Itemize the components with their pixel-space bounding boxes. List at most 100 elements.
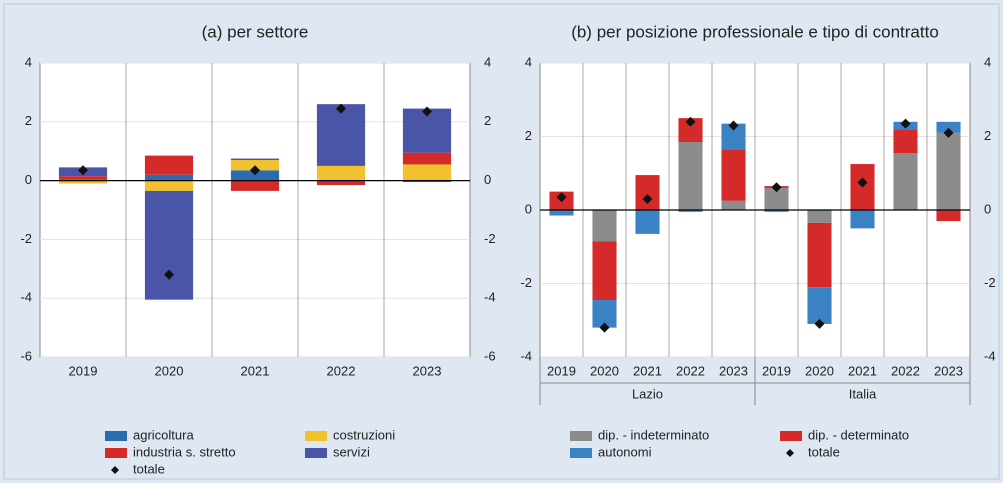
bar	[230, 160, 280, 171]
bar	[316, 104, 366, 166]
legend-marker	[111, 466, 119, 474]
x-tick-label: 2020	[155, 363, 184, 378]
legend-label: dip. - indeterminato	[598, 427, 709, 442]
total-marker	[250, 165, 260, 176]
y2-tick-label: -2	[484, 231, 496, 246]
bar	[402, 180, 452, 183]
legend-label: totale	[133, 461, 165, 476]
legend-label: totale	[808, 444, 840, 459]
y2-tick-label: 2	[484, 113, 491, 128]
x-tick-label: 2023	[413, 363, 442, 378]
y2-tick-label: 4	[484, 54, 491, 69]
chart-title: (b) per posizione professionale e tipo d…	[571, 22, 939, 41]
y2-tick-label: 4	[984, 54, 991, 69]
total-marker	[900, 118, 911, 129]
legend-swatch	[780, 431, 802, 441]
bar	[144, 180, 194, 191]
x-tick-label: 2021	[241, 363, 270, 378]
x-tick-label: 2019	[547, 363, 576, 378]
bar	[402, 152, 452, 165]
bar	[678, 210, 703, 212]
total-marker	[556, 192, 567, 203]
legend-label: autonomi	[598, 444, 652, 459]
x-tick-label: 2021	[848, 363, 877, 378]
bar	[807, 287, 832, 324]
x-tick-label: 2023	[719, 363, 748, 378]
legend-swatch	[570, 448, 592, 458]
bar	[893, 153, 918, 210]
total-marker	[78, 165, 88, 176]
bar	[807, 210, 832, 223]
total-marker	[771, 182, 782, 193]
legend-label: servizi	[333, 444, 370, 459]
bar	[144, 155, 194, 175]
x-tick-label: 2023	[934, 363, 963, 378]
bar	[721, 149, 746, 201]
y-tick-label: -4	[20, 290, 32, 305]
bar	[592, 241, 617, 301]
y-tick-label: 0	[525, 201, 532, 216]
bar	[230, 158, 280, 161]
x-tick-label: 2021	[633, 363, 662, 378]
y2-tick-label: -6	[484, 348, 496, 363]
bar	[58, 180, 108, 184]
y-tick-label: 2	[25, 113, 32, 128]
bar	[936, 121, 961, 133]
y2-tick-label: 2	[984, 128, 991, 143]
y-tick-label: -2	[20, 231, 32, 246]
bar	[402, 164, 452, 181]
legend-swatch	[305, 431, 327, 441]
legend-label: agricoltura	[133, 427, 194, 442]
y-tick-label: -2	[520, 275, 532, 290]
bar	[230, 170, 280, 181]
total-marker	[943, 127, 954, 138]
y2-tick-label: 0	[984, 201, 991, 216]
group-label: Italia	[849, 386, 877, 401]
legend-label: dip. - determinato	[808, 427, 909, 442]
bar	[58, 176, 108, 180]
bar	[316, 180, 366, 186]
bar	[635, 175, 660, 210]
x-tick-label: 2022	[676, 363, 705, 378]
legend-label: industria s. stretto	[133, 444, 236, 459]
total-marker	[336, 103, 346, 114]
y-tick-label: 4	[25, 54, 32, 69]
total-marker	[164, 269, 174, 280]
total-marker	[422, 106, 432, 117]
y-tick-label: 4	[525, 54, 532, 69]
y-tick-label: 0	[25, 172, 32, 187]
y2-tick-label: -2	[984, 275, 996, 290]
group-label: Lazio	[632, 386, 663, 401]
bar	[316, 165, 366, 181]
chart-title: (a) per settore	[202, 22, 309, 41]
total-marker	[685, 116, 696, 127]
total-marker	[642, 193, 653, 204]
bar	[678, 118, 703, 143]
legend-swatch	[105, 448, 127, 458]
y-tick-label: -6	[20, 348, 32, 363]
total-marker	[599, 322, 610, 333]
bar	[58, 179, 108, 181]
bar	[144, 174, 194, 181]
legend-swatch	[570, 431, 592, 441]
bar	[807, 222, 832, 288]
frame	[3, 3, 1000, 480]
y2-tick-label: -4	[484, 290, 496, 305]
bar	[893, 129, 918, 154]
y2-tick-label: -4	[984, 348, 996, 363]
bar	[230, 180, 280, 191]
bar	[936, 210, 961, 222]
bar	[936, 132, 961, 210]
bar	[592, 210, 617, 242]
x-tick-label: 2020	[590, 363, 619, 378]
bar	[144, 190, 194, 300]
legend-marker	[786, 449, 794, 457]
x-tick-label: 2020	[805, 363, 834, 378]
bar	[635, 210, 660, 234]
bar	[549, 210, 574, 216]
x-tick-label: 2022	[891, 363, 920, 378]
y-tick-label: 2	[525, 128, 532, 143]
bar	[678, 142, 703, 210]
bar	[850, 210, 875, 229]
